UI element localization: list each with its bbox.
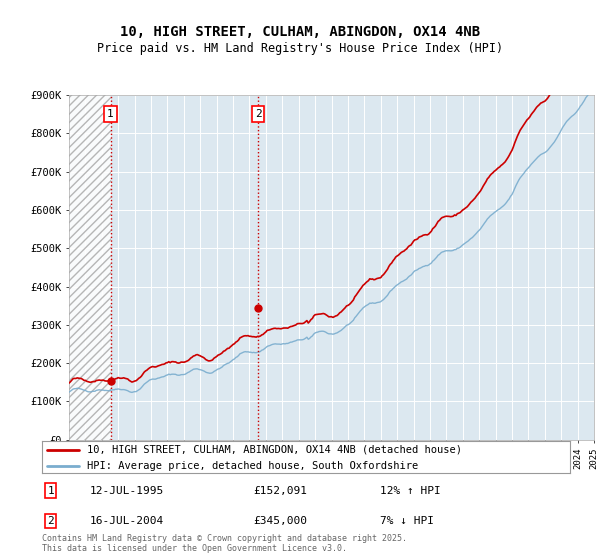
- Text: £152,091: £152,091: [253, 486, 307, 496]
- Text: 1: 1: [47, 486, 54, 496]
- Text: 16-JUL-2004: 16-JUL-2004: [89, 516, 164, 526]
- Text: 1: 1: [107, 109, 114, 119]
- Text: 10, HIGH STREET, CULHAM, ABINGDON, OX14 4NB (detached house): 10, HIGH STREET, CULHAM, ABINGDON, OX14 …: [87, 445, 462, 455]
- Text: Contains HM Land Registry data © Crown copyright and database right 2025.
This d: Contains HM Land Registry data © Crown c…: [42, 534, 407, 553]
- Text: £345,000: £345,000: [253, 516, 307, 526]
- Text: 10, HIGH STREET, CULHAM, ABINGDON, OX14 4NB: 10, HIGH STREET, CULHAM, ABINGDON, OX14 …: [120, 25, 480, 39]
- Text: HPI: Average price, detached house, South Oxfordshire: HPI: Average price, detached house, Sout…: [87, 461, 418, 471]
- Text: 12% ↑ HPI: 12% ↑ HPI: [380, 486, 440, 496]
- Text: Price paid vs. HM Land Registry's House Price Index (HPI): Price paid vs. HM Land Registry's House …: [97, 42, 503, 55]
- Text: 2: 2: [47, 516, 54, 526]
- Text: 2: 2: [255, 109, 262, 119]
- Text: 12-JUL-1995: 12-JUL-1995: [89, 486, 164, 496]
- Bar: [69, 95, 110, 440]
- Text: 7% ↓ HPI: 7% ↓ HPI: [380, 516, 434, 526]
